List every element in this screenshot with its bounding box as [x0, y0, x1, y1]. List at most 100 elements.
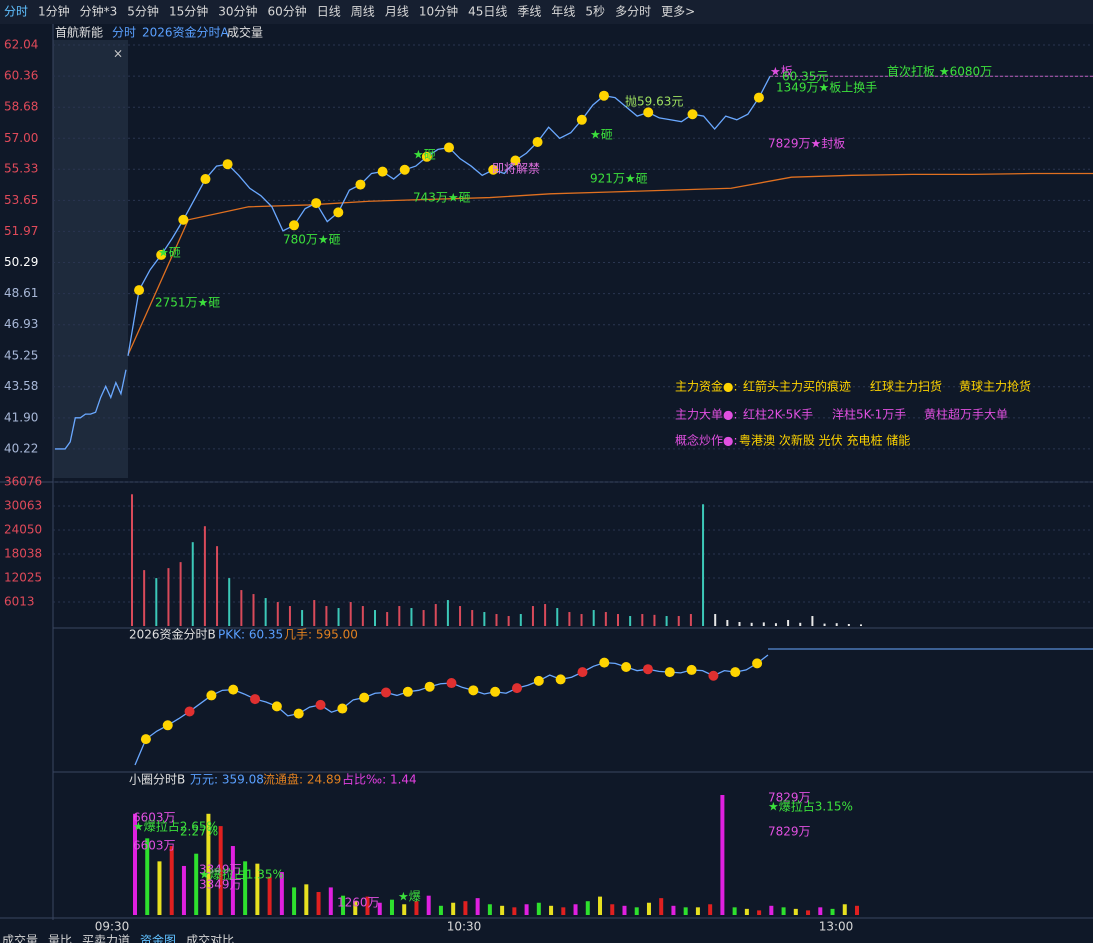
volume-bar — [629, 616, 632, 626]
small-bar — [818, 907, 823, 915]
volume-bar — [604, 612, 607, 626]
toolbar-tab[interactable]: 1分钟 — [38, 4, 70, 19]
yellow-ball — [206, 690, 217, 701]
small-bar — [304, 884, 309, 915]
toolbar-tab[interactable]: 15分钟 — [169, 4, 208, 19]
toolbar-tab[interactable]: 更多> — [661, 5, 695, 19]
toolbar-tab[interactable]: 5分钟 — [127, 4, 159, 19]
bar-label: 1260万 — [337, 896, 380, 910]
bar-label: ★爆 — [398, 890, 421, 904]
volume-bar — [556, 608, 559, 626]
volume-bar — [252, 594, 255, 626]
yellow-ball — [162, 720, 173, 731]
legend-text: 粤港澳 次新股 光伏 充电桩 储能 — [739, 433, 910, 448]
volume-bar — [592, 610, 595, 626]
yellow-ball — [355, 179, 366, 190]
small-bar — [316, 892, 321, 915]
small-bar — [218, 826, 223, 915]
red-ball — [315, 699, 326, 710]
small-bar — [194, 853, 199, 915]
annotation: 921万★砸 — [590, 172, 648, 186]
volume-bar — [276, 602, 279, 626]
toolbar-tab[interactable]: 10分钟 — [419, 4, 458, 19]
bottom-tab[interactable]: 成交对比 — [186, 933, 234, 943]
yellow-ball — [134, 285, 145, 296]
volume-bar — [568, 612, 571, 626]
y-tick-label: 51.97 — [4, 224, 38, 238]
toolbar-tab[interactable]: 分钟*3 — [80, 4, 118, 19]
yellow-ball — [399, 164, 410, 175]
small-float: 流通盘: 24.89 — [263, 772, 341, 787]
volume-bar — [580, 614, 583, 626]
close-icon[interactable]: × — [113, 47, 123, 61]
toolbar-tab[interactable]: 月线 — [385, 5, 409, 19]
small-bar — [414, 901, 419, 915]
toolbar-tab[interactable]: 45日线 — [468, 5, 507, 19]
small-bar — [292, 887, 297, 915]
yellow-ball — [377, 166, 388, 177]
yellow-ball — [643, 107, 654, 118]
small-bar — [634, 907, 639, 915]
bottom-tab[interactable]: 量比 — [48, 934, 72, 943]
volume-bar — [665, 616, 668, 626]
small-ratio: 占比‰: 1.44 — [342, 772, 417, 787]
toolbar-tab[interactable]: 多分时 — [615, 5, 651, 19]
legend-text: 黄球主力抢货 — [959, 379, 1031, 394]
annotation: 2751万★砸 — [155, 296, 220, 310]
annotation: 7829万★封板 — [768, 137, 845, 151]
bottom-tab[interactable]: 成交量 — [2, 933, 38, 943]
legend-text: 概念炒作●: — [675, 433, 738, 448]
small-bar — [426, 895, 431, 915]
bar-label: ★爆拉占3.15% — [768, 799, 853, 814]
small-bar — [855, 905, 859, 915]
yellow-ball — [140, 734, 151, 745]
small-bar — [341, 895, 346, 915]
volume-bar — [313, 600, 316, 626]
x-tick-label: 10:30 — [447, 920, 482, 934]
small-bar — [769, 905, 774, 915]
bottom-tab[interactable]: 买卖力道 — [82, 934, 130, 943]
volume-bar — [301, 610, 304, 626]
legend-text: 红箭头主力买的痕迹 — [743, 379, 851, 394]
y-tick-label: 43.58 — [4, 379, 38, 393]
volume-bar — [179, 562, 182, 626]
small-bar — [451, 902, 456, 915]
yellow-ball — [598, 90, 609, 101]
yellow-ball — [402, 686, 413, 697]
toolbar-tab[interactable]: 周线 — [351, 5, 375, 19]
volume-bar — [750, 622, 753, 626]
yellow-ball — [686, 664, 697, 675]
y-tick-label: 46.93 — [4, 317, 38, 331]
red-ball — [708, 670, 719, 681]
small-bar — [720, 795, 725, 915]
y-tick-label: 58.68 — [4, 100, 38, 114]
volume-bar — [762, 622, 765, 626]
small-bar — [646, 902, 651, 915]
y-tick-label: 41.90 — [4, 410, 38, 424]
small-bar — [585, 901, 590, 915]
toolbar-tab[interactable]: 日线 — [317, 5, 341, 19]
toolbar-tab[interactable]: 年线 — [551, 5, 575, 19]
bottom-tab[interactable]: 资金图 — [140, 933, 176, 943]
yellow-ball — [359, 692, 370, 703]
small-bar — [659, 898, 664, 915]
yellow-ball — [621, 662, 632, 673]
toolbar-tab[interactable]: 分时 — [4, 5, 28, 19]
bar-label: ★爆拉占2.65% — [133, 819, 218, 834]
y-tick-label: 50.29 — [4, 255, 38, 269]
annotation: 首次打板 ★6080万 — [887, 65, 992, 79]
small-bar — [512, 907, 517, 915]
volume-bar — [519, 614, 522, 626]
toolbar-tab[interactable]: 30分钟 — [218, 4, 257, 19]
toolbar-tab[interactable]: 60分钟 — [268, 4, 307, 19]
volume-bar — [641, 614, 644, 626]
yellow-ball — [178, 214, 189, 225]
small-title: 小圈分时B — [129, 773, 185, 787]
x-tick-label: 09:30 — [95, 920, 130, 934]
yellow-ball — [753, 92, 764, 103]
toolbar-tab[interactable]: 5秒 — [585, 5, 605, 19]
toolbar-tab[interactable]: 季线 — [517, 5, 541, 19]
volume-bar — [434, 604, 437, 626]
yellow-ball — [730, 667, 741, 678]
